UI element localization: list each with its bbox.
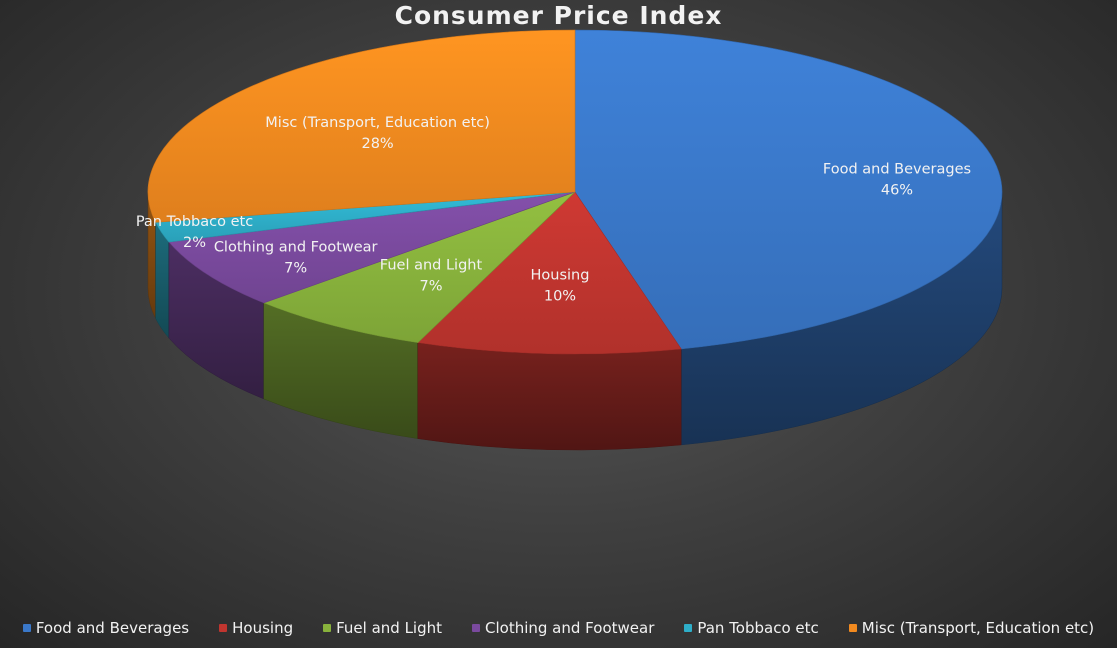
data-value-food-and-beverages: 46% bbox=[881, 183, 913, 199]
legend-label: Clothing and Footwear bbox=[485, 619, 655, 637]
data-label-food-and-beverages: Food and Beverages bbox=[823, 162, 971, 178]
legend-item-housing[interactable]: Housing bbox=[219, 619, 293, 637]
slice-clothing-and-footwear[interactable] bbox=[168, 191, 576, 304]
legend-item-misc-transport-education-etc[interactable]: Misc (Transport, Education etc) bbox=[848, 619, 1095, 637]
data-value-fuel-and-light: 7% bbox=[419, 278, 442, 294]
legend-swatch-icon bbox=[323, 624, 332, 632]
data-value-pan-tobbaco-etc: 2% bbox=[183, 235, 206, 251]
legend-label: Food and Beverages bbox=[35, 619, 190, 637]
legend-label: Housing bbox=[232, 619, 294, 637]
chart-title: Consumer Price Index bbox=[394, 1, 723, 30]
legend-swatch-icon bbox=[848, 624, 857, 632]
legend-swatch-icon bbox=[684, 624, 693, 632]
data-value-clothing-and-footwear: 7% bbox=[284, 261, 307, 277]
legend-swatch-icon bbox=[472, 624, 481, 632]
data-label-pan-tobbaco-etc: Pan Tobbaco etc bbox=[136, 214, 253, 230]
pie-tops bbox=[147, 29, 1003, 355]
slice-food-and-beverages[interactable] bbox=[574, 29, 1003, 350]
pie-sides bbox=[147, 191, 1003, 451]
data-label-clothing-and-footwear: Clothing and Footwear bbox=[214, 240, 378, 256]
legend-label: Fuel and Light bbox=[336, 619, 443, 637]
data-label-misc-transport-education-etc: Misc (Transport, Education etc) bbox=[265, 115, 490, 131]
data-value-housing: 10% bbox=[544, 289, 576, 305]
legend-label: Pan Tobbaco etc bbox=[697, 619, 819, 637]
slice-housing[interactable] bbox=[417, 191, 682, 355]
legend-swatch-icon bbox=[219, 624, 228, 632]
data-value-misc-transport-education-etc: 28% bbox=[361, 136, 393, 152]
slice-side-housing bbox=[417, 342, 682, 451]
legend-item-pan-tobbaco-etc[interactable]: Pan Tobbaco etc bbox=[684, 619, 819, 637]
legend-swatch-icon bbox=[22, 624, 31, 632]
data-label-fuel-and-light: Fuel and Light bbox=[380, 257, 483, 273]
data-label-housing: Housing bbox=[531, 268, 590, 284]
slice-fuel-and-light[interactable] bbox=[262, 191, 576, 343]
data-labels: Food and Beverages 46% Housing 10% Fuel and … bbox=[136, 115, 971, 304]
legend: Food and Beverages Housing Fuel and Light C… bbox=[0, 616, 1117, 640]
legend-item-fuel-and-light[interactable]: Fuel and Light bbox=[323, 619, 442, 637]
legend-label: Misc (Transport, Education etc) bbox=[861, 619, 1095, 637]
slice-misc-transport-education-etc[interactable] bbox=[147, 29, 576, 223]
legend-item-clothing-and-footwear[interactable]: Clothing and Footwear bbox=[472, 619, 654, 637]
legend-item-food-and-beverages[interactable]: Food and Beverages bbox=[22, 619, 190, 637]
